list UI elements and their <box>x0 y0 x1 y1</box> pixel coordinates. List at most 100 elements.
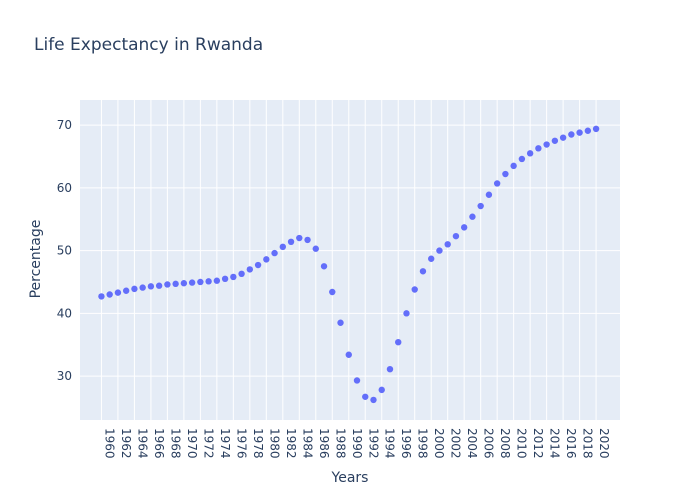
data-point <box>114 289 122 296</box>
data-point <box>238 270 245 278</box>
data-point <box>576 129 583 136</box>
data-point <box>419 268 427 275</box>
data-point <box>131 285 138 293</box>
data-point <box>452 232 460 240</box>
data-point <box>518 155 526 163</box>
data-point <box>444 241 451 248</box>
data-point <box>362 393 369 400</box>
x-tick-label: 1996 <box>399 428 413 459</box>
data-point <box>543 141 550 148</box>
data-point <box>502 170 509 178</box>
data-point <box>526 150 534 157</box>
data-point <box>180 280 188 287</box>
data-point <box>98 293 105 300</box>
data-point <box>584 127 592 134</box>
x-axis-ticks: 1960 1962 1964 1966 1968 1970 1972 1974 1976 1978… <box>102 428 611 459</box>
data-point <box>353 377 361 384</box>
x-tick-label: 1974 <box>218 428 232 459</box>
data-point <box>197 278 204 286</box>
data-point <box>221 275 229 283</box>
data-point <box>271 249 278 257</box>
data-point <box>312 245 319 252</box>
data-point <box>279 243 287 251</box>
x-tick-label: 2000 <box>432 428 446 459</box>
data-point <box>106 291 113 298</box>
data-point <box>122 287 130 294</box>
x-tick-label: 2016 <box>564 428 578 459</box>
y-tick-label: 70 <box>57 118 72 132</box>
data-point <box>213 277 221 284</box>
x-tick-label: 2020 <box>597 428 611 459</box>
data-point <box>205 278 212 285</box>
data-point <box>469 213 476 220</box>
x-tick-label: 1970 <box>185 428 199 459</box>
data-point <box>147 283 155 290</box>
data-point <box>304 236 311 244</box>
data-point <box>592 125 600 133</box>
data-point <box>188 279 196 286</box>
data-point <box>485 191 493 198</box>
x-tick-label: 1980 <box>267 428 281 459</box>
y-tick-label: 60 <box>57 181 72 195</box>
data-point <box>568 131 575 138</box>
data-point <box>263 256 270 263</box>
x-tick-label: 1986 <box>317 428 331 459</box>
data-point <box>345 351 352 358</box>
data-point <box>510 162 517 170</box>
x-tick-label: 1976 <box>234 428 248 459</box>
x-tick-label: 1990 <box>350 428 364 459</box>
data-point <box>386 365 394 373</box>
x-tick-label: 1998 <box>416 428 430 459</box>
data-point <box>320 263 328 270</box>
data-point <box>378 386 385 394</box>
x-tick-label: 2018 <box>581 428 595 459</box>
x-axis-title: Years <box>331 470 369 486</box>
data-point <box>460 224 468 231</box>
data-point <box>428 255 435 262</box>
x-tick-label: 1968 <box>168 428 182 459</box>
y-tick-label: 40 <box>57 306 72 320</box>
data-point <box>411 286 418 293</box>
x-tick-label: 1972 <box>201 428 215 459</box>
data-point <box>254 261 262 269</box>
data-point <box>246 266 254 273</box>
x-tick-label: 2014 <box>548 428 562 459</box>
chart-title: Life Expectancy in Rwanda <box>34 35 263 55</box>
y-tick-label: 50 <box>57 244 72 258</box>
x-tick-label: 1978 <box>251 428 265 459</box>
data-point <box>477 202 484 210</box>
data-points <box>98 125 600 404</box>
data-point <box>370 396 377 404</box>
data-point <box>337 319 344 326</box>
x-tick-label: 2008 <box>498 428 512 459</box>
x-tick-label: 2006 <box>482 428 496 459</box>
x-tick-label: 1994 <box>383 428 397 459</box>
data-point <box>436 247 443 254</box>
x-tick-label: 2010 <box>515 428 529 459</box>
x-tick-label: 2002 <box>449 428 463 459</box>
y-axis-ticks: 30 40 50 60 70 <box>57 118 72 383</box>
data-point <box>164 281 171 288</box>
data-point <box>155 282 163 289</box>
data-point <box>493 180 501 187</box>
data-point <box>395 338 402 346</box>
x-tick-label: 1966 <box>152 428 166 459</box>
data-point <box>551 137 559 144</box>
y-axis-title: Percentage <box>28 220 44 299</box>
data-point <box>403 310 410 317</box>
x-tick-label: 1988 <box>333 428 347 459</box>
x-tick-label: 1960 <box>102 428 116 459</box>
x-tick-label: 2004 <box>465 428 479 459</box>
data-point <box>559 134 567 141</box>
x-tick-label: 1992 <box>366 428 380 459</box>
x-tick-label: 1982 <box>284 428 298 459</box>
x-tick-label: 1962 <box>119 428 133 459</box>
data-point <box>535 145 542 152</box>
x-tick-label: 1984 <box>300 428 314 459</box>
data-point <box>230 273 237 281</box>
x-tick-label: 1964 <box>135 428 149 459</box>
data-point <box>296 234 303 242</box>
data-point <box>139 284 146 291</box>
y-tick-label: 30 <box>57 369 72 383</box>
